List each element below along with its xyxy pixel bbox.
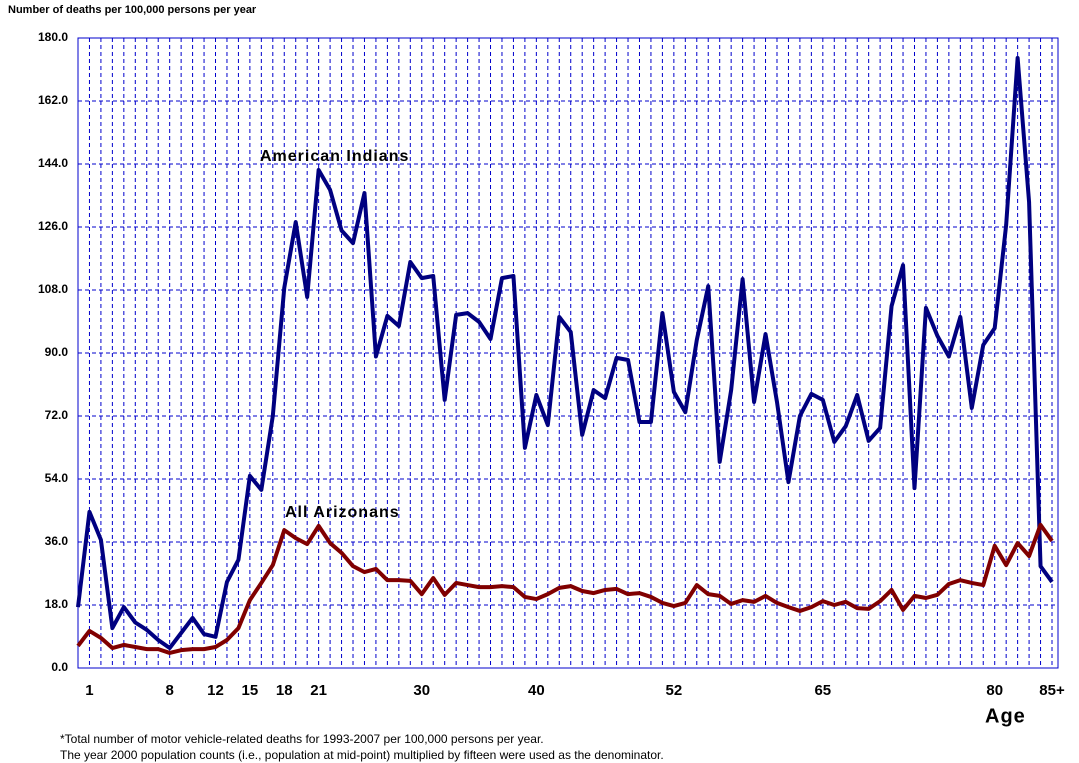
y-axis-label: Number of deaths per 100,000 persons per… (8, 4, 257, 16)
y-tick-label: 0.0 (51, 660, 68, 674)
series-label: American Indians (260, 148, 409, 165)
x-tick-label: 8 (165, 682, 173, 699)
x-tick-label: 15 (242, 682, 259, 699)
y-tick-label: 54.0 (45, 471, 69, 485)
y-tick-label: 18.0 (45, 597, 69, 611)
y-tick-label: 126.0 (38, 219, 68, 233)
y-tick-label: 36.0 (45, 534, 69, 548)
y-tick-label: 90.0 (45, 345, 69, 359)
footnote: The year 2000 population counts (i.e., p… (60, 748, 664, 762)
x-tick-label: 21 (310, 682, 327, 699)
x-tick-label: 52 (666, 682, 683, 699)
y-tick-label: 162.0 (38, 93, 68, 107)
y-tick-label: 144.0 (38, 156, 68, 170)
x-tick-label: 18 (276, 682, 293, 699)
x-tick-label: 40 (528, 682, 545, 699)
y-tick-label: 72.0 (45, 408, 69, 422)
x-axis-label: Age (985, 705, 1026, 727)
x-tick-label: 80 (986, 682, 1003, 699)
line-series (76, 522, 1054, 655)
x-tick-label: 30 (413, 682, 430, 699)
x-tick-label: 1 (85, 682, 93, 699)
footnote: *Total number of motor vehicle-related d… (60, 732, 544, 746)
x-tick-label: 85+ (1039, 682, 1065, 699)
y-tick-label: 180.0 (38, 30, 68, 44)
x-tick-label: 12 (207, 682, 224, 699)
y-tick-label: 108.0 (38, 282, 68, 296)
series-label: All Arizonans (285, 504, 400, 521)
line-series (76, 55, 1054, 651)
x-tick-label: 65 (814, 682, 831, 699)
